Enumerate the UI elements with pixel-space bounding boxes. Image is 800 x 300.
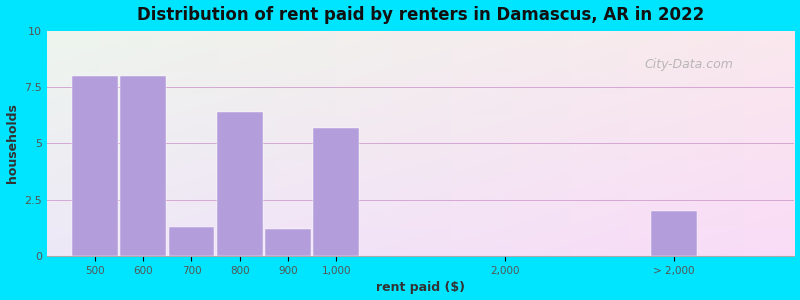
X-axis label: rent paid ($): rent paid ($) <box>376 281 465 294</box>
Y-axis label: households: households <box>6 103 18 183</box>
Bar <box>169 227 214 256</box>
Bar <box>265 229 311 256</box>
Bar <box>314 128 359 256</box>
Bar <box>217 112 262 256</box>
Bar <box>120 76 166 256</box>
Text: City-Data.com: City-Data.com <box>645 58 734 71</box>
Bar <box>651 211 697 256</box>
Bar <box>72 76 118 256</box>
Title: Distribution of rent paid by renters in Damascus, AR in 2022: Distribution of rent paid by renters in … <box>137 6 704 24</box>
